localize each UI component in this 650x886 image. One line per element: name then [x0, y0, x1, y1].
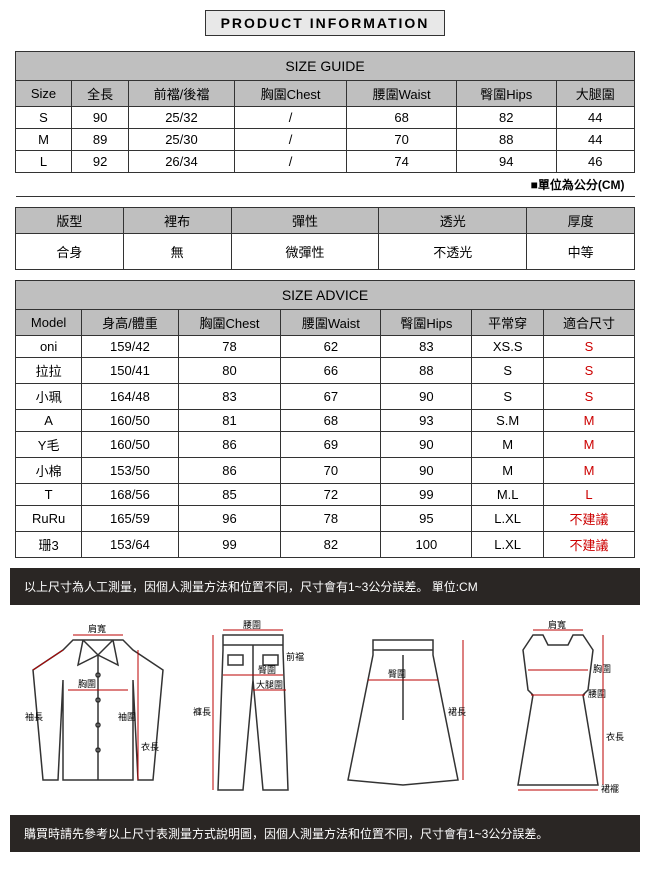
attr-value-row: 合身 無 微彈性 不透光 中等	[16, 234, 635, 270]
dress-diagram-icon: 肩寬 胸圍 腰圍 衣長 裙襬	[488, 620, 628, 800]
measurement-notice-bottom: 購買時請先參考以上尺寸表測量方式說明圖，因個人測量方法和位置不同，尺寸會有1~3…	[10, 815, 640, 852]
col-waist: 腰圍Waist	[347, 81, 456, 107]
table-row: 小珮164/48836790SS	[16, 384, 635, 410]
measurement-diagrams: 肩寬 胸圍 袖長 袖圍 衣長 腰圍 前襠 臀圍 大腿圍 褲長 臀圍 裙長 肩寬 …	[10, 605, 640, 815]
table-row: A160/50816893S.MM	[16, 410, 635, 432]
pants-diagram-icon: 腰圍 前襠 臀圍 大腿圍 褲長	[188, 620, 318, 800]
fit-cell: M	[543, 432, 634, 458]
size-guide-title: SIZE GUIDE	[16, 52, 635, 81]
svg-text:臀圍: 臀圍	[258, 665, 276, 675]
measurement-notice-top: 以上尺寸為人工測量，因個人測量方法和位置不同，尺寸會有1~3公分誤差。 單位:C…	[10, 568, 640, 605]
fit-cell: M	[543, 410, 634, 432]
advice-header-row: Model 身高/體重 胸圍Chest 腰圍Waist 臀圍Hips 平常穿 適…	[16, 310, 635, 336]
attr-header-row: 版型 裡布 彈性 透光 厚度	[16, 208, 635, 234]
col-size: Size	[16, 81, 72, 107]
svg-text:臀圍: 臀圍	[388, 669, 406, 679]
table-row: 珊3153/649982100L.XL不建議	[16, 532, 635, 558]
product-info-header: PRODUCT INFORMATION	[205, 10, 445, 36]
shirt-diagram-icon: 肩寬 胸圍 袖長 袖圍 衣長	[23, 620, 173, 800]
unit-note: ■單位為公分(CM)	[16, 173, 635, 197]
svg-text:大腿圍: 大腿圍	[256, 679, 283, 690]
size-guide-table: SIZE GUIDE Size 全長 前襠/後襠 胸圍Chest 腰圍Waist…	[15, 51, 635, 197]
svg-text:衣長: 衣長	[141, 741, 159, 752]
svg-text:胸圍: 胸圍	[593, 663, 611, 674]
table-row: 拉拉150/41806688SS	[16, 358, 635, 384]
fit-cell: S	[543, 358, 634, 384]
skirt-diagram-icon: 臀圍 裙長	[333, 620, 473, 800]
svg-text:肩寬: 肩寬	[548, 620, 566, 630]
table-row: oni159/42786283XS.SS	[16, 336, 635, 358]
svg-text:衣長: 衣長	[606, 731, 624, 742]
svg-text:前襠: 前襠	[286, 651, 304, 662]
size-guide-header-row: Size 全長 前襠/後襠 胸圍Chest 腰圍Waist 臀圍Hips 大腿圍	[16, 81, 635, 107]
svg-text:袖圍: 袖圍	[118, 711, 136, 722]
svg-text:肩寬: 肩寬	[88, 623, 106, 634]
attributes-table: 版型 裡布 彈性 透光 厚度 合身 無 微彈性 不透光 中等	[15, 207, 635, 270]
svg-text:裙襬: 裙襬	[601, 783, 619, 794]
fit-cell: S	[543, 336, 634, 358]
fit-cell: 不建議	[543, 506, 634, 532]
fit-cell: S	[543, 384, 634, 410]
table-row: 小棉153/50867090MM	[16, 458, 635, 484]
table-row: Y毛160/50866990MM	[16, 432, 635, 458]
table-row: L9226/34/749446	[16, 151, 635, 173]
header-title: PRODUCT INFORMATION	[205, 10, 445, 36]
fit-cell: M	[543, 458, 634, 484]
fit-cell: 不建議	[543, 532, 634, 558]
fit-cell: L	[543, 484, 634, 506]
size-advice-table: SIZE ADVICE Model 身高/體重 胸圍Chest 腰圍Waist …	[15, 280, 635, 558]
col-length: 全長	[72, 81, 129, 107]
table-row: T168/56857299M.LL	[16, 484, 635, 506]
size-advice-title: SIZE ADVICE	[16, 281, 635, 310]
table-row: S9025/32/688244	[16, 107, 635, 129]
svg-text:裙長: 裙長	[448, 706, 466, 717]
svg-text:胸圍: 胸圍	[78, 678, 96, 689]
col-rise: 前襠/後襠	[129, 81, 235, 107]
svg-text:袖長: 袖長	[25, 711, 43, 722]
table-row: M8925/30/708844	[16, 129, 635, 151]
col-hips: 臀圍Hips	[456, 81, 556, 107]
svg-text:腰圍: 腰圍	[243, 620, 261, 630]
col-thigh: 大腿圍	[556, 81, 634, 107]
table-row: RuRu165/59967895L.XL不建議	[16, 506, 635, 532]
svg-text:褲長: 褲長	[193, 706, 211, 717]
col-chest: 胸圍Chest	[234, 81, 347, 107]
